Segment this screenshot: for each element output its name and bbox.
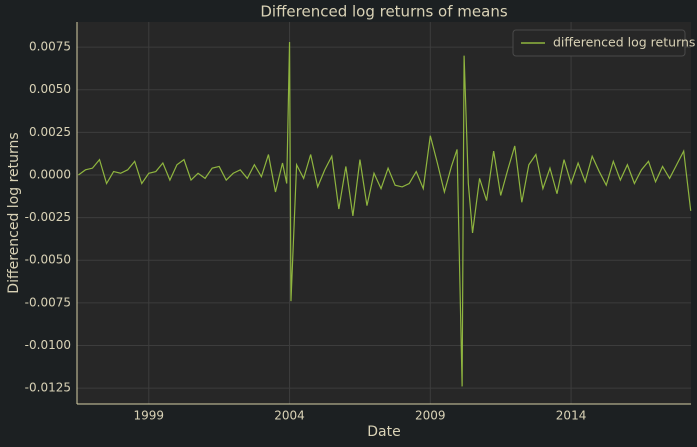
x-tick-label: 2009 xyxy=(415,409,446,423)
y-tick-label: 0.0050 xyxy=(29,82,71,96)
y-tick-label: 0.0075 xyxy=(29,40,71,54)
y-tick-label: -0.0075 xyxy=(25,295,71,309)
y-tick-label: 0.0025 xyxy=(29,125,71,139)
y-axis-label: Differenced log returns xyxy=(6,132,22,293)
data-line xyxy=(78,41,692,387)
y-tick-label: 0.0000 xyxy=(29,167,71,181)
y-tick-label: -0.0025 xyxy=(25,210,71,224)
x-tick-label: 2004 xyxy=(274,409,305,423)
plot-area xyxy=(77,22,691,404)
legend-box xyxy=(512,29,686,57)
x-tick-label: 2014 xyxy=(556,409,587,423)
y-tick-label: -0.0050 xyxy=(25,253,71,267)
chart-title: Differenced log returns of means xyxy=(260,3,507,21)
x-axis-label: Date xyxy=(367,424,400,440)
y-tick-label: -0.0125 xyxy=(25,381,71,395)
y-tick-label: -0.0100 xyxy=(25,338,71,352)
legend-label: differenced log returns xyxy=(553,35,695,50)
x-tick-label: 1999 xyxy=(134,409,165,423)
